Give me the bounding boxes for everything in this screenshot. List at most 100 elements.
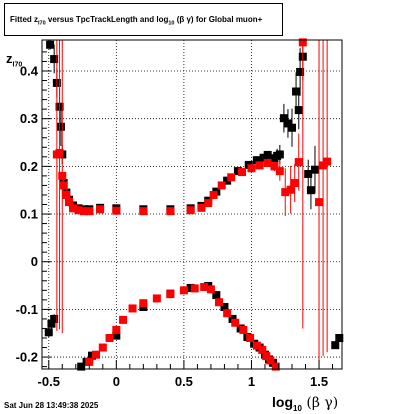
data-point bbox=[263, 159, 272, 168]
data-layer bbox=[44, 38, 344, 371]
data-point bbox=[56, 122, 65, 131]
data-point bbox=[105, 334, 114, 343]
title-versus: versus TpcTrackLength and log bbox=[45, 15, 169, 24]
data-point bbox=[59, 181, 68, 190]
x-tick-label: 1.5 bbox=[310, 374, 328, 389]
data-point bbox=[74, 206, 83, 215]
data-point bbox=[85, 357, 94, 366]
chart-title: Fitted zI70 versus TpcTrackLength and lo… bbox=[4, 3, 283, 36]
data-point bbox=[247, 164, 256, 173]
data-point bbox=[270, 162, 279, 171]
data-point bbox=[290, 179, 299, 188]
data-point bbox=[62, 190, 71, 199]
data-point bbox=[310, 165, 319, 174]
y-tick-label: -0.1 bbox=[16, 302, 38, 317]
data-point bbox=[275, 150, 284, 159]
data-point bbox=[294, 158, 303, 167]
data-point bbox=[283, 119, 292, 128]
data-point bbox=[69, 204, 78, 213]
x-tick-label: 1 bbox=[248, 374, 255, 389]
data-point bbox=[239, 325, 248, 334]
y-axis-label-main: z bbox=[6, 51, 13, 66]
data-point bbox=[197, 203, 206, 212]
data-point bbox=[139, 299, 148, 308]
x-tick-label: 0.5 bbox=[175, 374, 193, 389]
title-beta-gamma: (β γ) for Global muon+ bbox=[174, 15, 263, 24]
data-point bbox=[275, 167, 284, 176]
data-point bbox=[85, 207, 94, 216]
data-point bbox=[231, 318, 240, 327]
data-point bbox=[292, 87, 301, 96]
data-point bbox=[119, 315, 128, 324]
y-tick-label: 0.2 bbox=[20, 159, 38, 174]
grid bbox=[42, 40, 342, 369]
data-point bbox=[296, 67, 305, 76]
timestamp: Sat Jun 28 13:49:38 2025 bbox=[4, 401, 99, 410]
data-point bbox=[200, 282, 209, 291]
data-point bbox=[238, 168, 246, 177]
data-point bbox=[179, 286, 188, 295]
data-point bbox=[112, 325, 121, 334]
data-point bbox=[186, 283, 195, 292]
data-point bbox=[128, 304, 137, 313]
data-point bbox=[246, 334, 255, 343]
data-point bbox=[323, 157, 332, 166]
y-tick-label: 0.4 bbox=[20, 63, 39, 78]
x-axis-label-main: log bbox=[272, 394, 293, 410]
data-point bbox=[281, 188, 290, 197]
data-point bbox=[255, 161, 264, 170]
data-point bbox=[271, 362, 280, 371]
data-point bbox=[65, 198, 74, 207]
data-point bbox=[47, 319, 56, 328]
data-point bbox=[286, 185, 295, 194]
data-point bbox=[96, 205, 105, 214]
data-point bbox=[259, 153, 268, 162]
data-point bbox=[252, 341, 261, 350]
data-point bbox=[304, 169, 313, 178]
y-tick-label: 0.3 bbox=[20, 111, 38, 126]
x-axis-label-sub: 10 bbox=[293, 403, 302, 413]
data-point bbox=[319, 161, 328, 170]
data-point bbox=[215, 298, 224, 307]
data-point bbox=[209, 190, 218, 199]
data-point bbox=[77, 362, 86, 371]
data-point bbox=[217, 181, 226, 190]
data-point bbox=[112, 206, 121, 215]
x-axis-label: log10 (β γ) bbox=[272, 394, 338, 413]
data-point bbox=[190, 284, 199, 293]
data-point bbox=[88, 351, 96, 360]
data-point bbox=[50, 55, 59, 64]
data-point bbox=[79, 207, 88, 216]
data-point bbox=[233, 167, 242, 176]
data-point bbox=[279, 114, 288, 123]
data-point bbox=[98, 343, 107, 352]
y-axis-label-sub: I70 bbox=[12, 61, 23, 69]
data-point bbox=[166, 207, 175, 216]
data-point bbox=[315, 198, 324, 207]
data-point bbox=[204, 199, 213, 208]
data-point bbox=[112, 331, 121, 340]
data-point bbox=[331, 341, 340, 350]
data-point bbox=[258, 345, 267, 354]
data-point bbox=[252, 156, 261, 165]
data-point bbox=[288, 123, 296, 132]
data-point bbox=[223, 309, 232, 318]
data-point bbox=[50, 314, 59, 323]
data-point bbox=[306, 186, 315, 195]
data-point bbox=[46, 40, 55, 49]
axes: -0.5 0 0.5 1 1.5 -0.2 -0.1 0 0.1 0.2 0.3 0.4 bbox=[16, 51, 334, 389]
data-point bbox=[44, 328, 53, 337]
data-point bbox=[223, 176, 232, 185]
data-point bbox=[266, 356, 275, 365]
title-fitted: Fitted z bbox=[10, 15, 38, 24]
data-point bbox=[212, 291, 221, 300]
data-point bbox=[294, 106, 303, 115]
y-tick-label: 0.1 bbox=[20, 207, 38, 222]
data-point bbox=[227, 173, 236, 182]
data-point bbox=[152, 294, 161, 303]
data-point bbox=[262, 352, 271, 361]
title-z-subscript: I70 bbox=[38, 20, 46, 27]
data-point bbox=[206, 285, 215, 294]
